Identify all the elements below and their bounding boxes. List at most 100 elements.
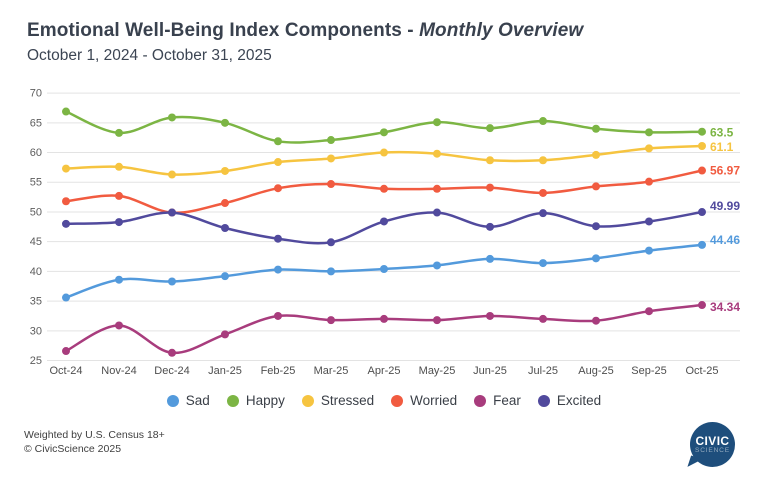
fear-point	[486, 311, 494, 320]
legend-dot-sad	[166, 394, 179, 407]
x-tick-label: Jan-25	[208, 365, 242, 377]
excited-point	[698, 208, 706, 217]
worried-point	[592, 182, 600, 191]
stressed-point	[592, 150, 600, 159]
excited-point	[380, 217, 388, 226]
fear-point	[645, 307, 653, 316]
legend-item-sad: Sad	[166, 393, 210, 408]
legend-label-sad: Sad	[185, 393, 210, 408]
stressed-point	[433, 149, 441, 158]
x-tick-label: Feb-25	[261, 365, 296, 377]
worried-point	[433, 184, 441, 193]
x-tick-label: Aug-25	[578, 365, 613, 377]
sad-point	[62, 293, 70, 302]
happy-point	[221, 118, 229, 127]
y-tick-label: 60	[30, 147, 42, 159]
legend-label-excited: Excited	[556, 393, 602, 408]
page-title-main: Emotional Well-Being Index Components -	[27, 20, 420, 41]
stressed-point	[539, 156, 547, 165]
happy-point	[168, 113, 176, 122]
y-tick-label: 50	[30, 206, 42, 218]
excited-point	[115, 218, 123, 227]
happy-point	[698, 127, 706, 136]
excited-end-label: 49.99	[710, 199, 740, 213]
y-tick-label: 65	[30, 117, 42, 129]
legend-item-worried: Worried	[391, 393, 457, 408]
legend-item-happy: Happy	[226, 393, 285, 408]
stressed-point	[168, 170, 176, 179]
happy-end-label: 63.5	[710, 126, 734, 140]
stressed-point	[274, 158, 282, 167]
legend-dot-fear	[474, 394, 487, 407]
x-tick-label: May-25	[419, 365, 456, 377]
worried-point	[645, 177, 653, 186]
legend-label-stressed: Stressed	[320, 393, 375, 408]
worried-point	[62, 197, 70, 206]
stressed-point	[221, 166, 229, 175]
sad-end-label: 44.46	[710, 233, 740, 247]
x-tick-label: Oct-24	[49, 365, 82, 377]
excited-point	[168, 208, 176, 217]
worried-point	[539, 188, 547, 197]
worried-end-label: 56.97	[710, 164, 740, 178]
x-tick-label: Mar-25	[314, 365, 349, 377]
x-tick-label: Nov-24	[101, 365, 136, 377]
sad-point	[486, 254, 494, 263]
legend-dot-worried	[391, 394, 404, 407]
page-title-italic: Monthly Overview	[419, 20, 584, 41]
logo-text-science: SCIENCE	[695, 446, 730, 454]
excited-point	[592, 222, 600, 231]
worried-point	[274, 184, 282, 193]
worried-point	[698, 166, 706, 175]
excited-point	[62, 219, 70, 228]
sad-point	[539, 259, 547, 268]
fear-point	[221, 330, 229, 339]
sad-point	[168, 277, 176, 286]
sad-point	[592, 254, 600, 263]
excited-point	[274, 234, 282, 243]
fear-point	[539, 314, 547, 323]
sad-point	[698, 240, 706, 249]
fear-point	[327, 316, 335, 325]
excited-point	[645, 217, 653, 226]
sad-point	[274, 265, 282, 274]
footer: Weighted by U.S. Census 18+ © CivicScien…	[24, 428, 165, 456]
excited-point	[433, 208, 441, 217]
page-subtitle: October 1, 2024 - October 31, 2025	[27, 47, 272, 64]
y-tick-label: 55	[30, 177, 42, 189]
legend-item-stressed: Stressed	[301, 393, 375, 408]
y-tick-label: 45	[30, 236, 42, 248]
line-chart: 70 65 60 55 50 45 40 35 30 25 Oct-24 Nov-24 Dec-24 Ja…	[30, 88, 741, 377]
stressed-end-label: 61.1	[710, 140, 734, 154]
happy-point	[274, 137, 282, 146]
worried-point	[486, 183, 494, 192]
fear-point	[592, 316, 600, 325]
civicscience-logo: CIVIC SCIENCE	[690, 422, 735, 467]
excited-point	[327, 238, 335, 247]
sad-point	[645, 246, 653, 255]
footer-weighting-note: Weighted by U.S. Census 18+	[24, 429, 165, 441]
x-tick-label: Sep-25	[631, 365, 666, 377]
footer-copyright: © CivicScience 2025	[24, 443, 122, 455]
legend-dot-stressed	[301, 394, 314, 407]
sad-point	[433, 261, 441, 270]
happy-point	[539, 117, 547, 126]
x-tick-label: Dec-24	[154, 365, 189, 377]
happy-point	[380, 128, 388, 137]
fear-point	[274, 311, 282, 320]
happy-line	[64, 110, 704, 144]
stressed-point	[115, 162, 123, 171]
happy-point	[62, 107, 70, 116]
sad-point	[380, 265, 388, 274]
legend-item-excited: Excited	[537, 393, 602, 408]
x-tick-label: Jul-25	[528, 365, 558, 377]
worried-point	[380, 184, 388, 193]
excited-point	[221, 224, 229, 233]
happy-point	[115, 128, 123, 137]
stressed-point	[62, 164, 70, 173]
happy-point	[327, 136, 335, 145]
y-tick-label: 35	[30, 296, 42, 308]
happy-point	[645, 128, 653, 137]
fear-line	[64, 303, 704, 355]
sad-point	[221, 272, 229, 281]
